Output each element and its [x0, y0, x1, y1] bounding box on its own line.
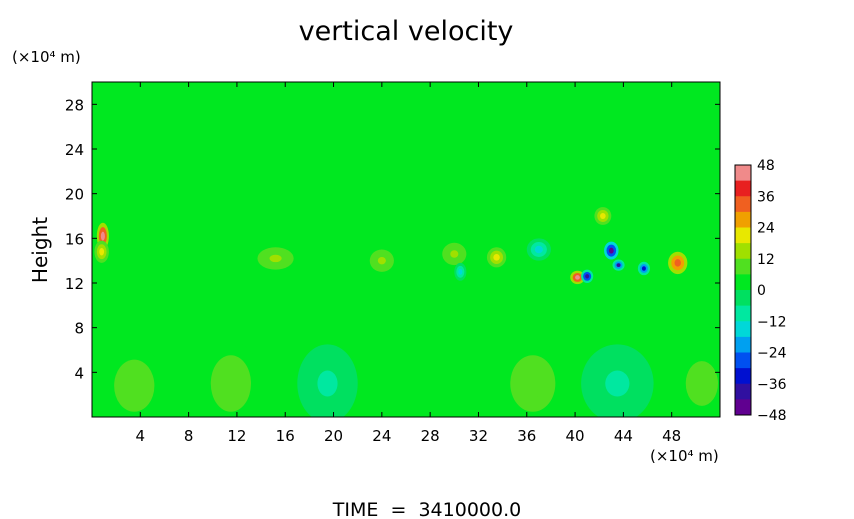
x-axis-unit-label: (×10⁴ m) [650, 447, 719, 465]
x-tick-label: 48 [662, 427, 681, 445]
x-tick-label: 20 [324, 427, 343, 445]
heatmap-cell-1 [99, 248, 105, 256]
colorbar-tick-label: −24 [757, 346, 787, 362]
heatmap-cell-14 [458, 268, 463, 275]
plot-frame [91, 81, 721, 418]
heatmap-cell-13 [534, 245, 543, 254]
x-tick-label: 32 [469, 427, 488, 445]
heatmap-cell-16 [220, 369, 241, 398]
x-tick-label: 4 [136, 427, 146, 445]
y-tick-label: 20 [65, 186, 84, 204]
x-tick-label: 12 [227, 427, 246, 445]
y-tick-label: 28 [65, 96, 84, 114]
colorbar-tick-label: 24 [757, 221, 775, 237]
y-tick-label: 4 [74, 364, 84, 382]
x-tick-label: 16 [276, 427, 295, 445]
colorbar-swatch [735, 196, 751, 213]
heatmap-cell-0 [100, 231, 105, 241]
colorbar: 48 36 24 12 0 −12 −24 −36 −48 [734, 158, 787, 424]
colorbar-tick-label: 0 [757, 283, 766, 299]
heatmap-cell-3 [377, 256, 386, 265]
y-tick-label: 24 [65, 141, 84, 159]
colorbar-tick-label: −12 [757, 314, 787, 330]
heatmap-cell-12 [674, 259, 681, 267]
x-tick-label: 40 [566, 427, 585, 445]
heatmap-cell-17 [317, 370, 338, 397]
colorbar-swatch [735, 243, 751, 260]
x-tick-label: 8 [184, 427, 194, 445]
colorbar-swatch [735, 258, 751, 275]
colorbar-tick-label: −48 [757, 408, 787, 424]
colorbar-tick-label: 36 [757, 189, 775, 205]
colorbar-tick-label: 12 [757, 252, 775, 268]
colorbar-swatch [735, 290, 751, 307]
y-tick-label: 8 [74, 320, 84, 338]
colorbar-swatch [735, 180, 751, 197]
heatmap-cell-2 [269, 254, 282, 263]
heatmap-cell-11 [641, 266, 646, 271]
heatmap-cell-19 [605, 370, 630, 397]
x-tick-label: 44 [614, 427, 633, 445]
colorbar-swatch [735, 211, 751, 228]
heatmap-cell-5 [493, 253, 500, 261]
heatmap-cell-8 [600, 213, 606, 219]
x-axis: 4 8 12 16 20 24 28 32 36 40 44 48 [136, 82, 681, 445]
heatmap-cell-4 [450, 250, 459, 258]
y-axis-label: Height [28, 217, 52, 283]
colorbar-swatch [735, 274, 751, 291]
heatmap-cell-18 [521, 369, 545, 398]
time-readout: TIME = 3410000.0 [332, 499, 521, 519]
colorbar-swatch [735, 165, 751, 182]
heatmap-cell-9 [608, 247, 614, 254]
heatmap-cell-7 [585, 274, 590, 279]
colorbar-swatch [735, 227, 751, 244]
y-axis: 4 8 12 16 20 24 28 [65, 96, 720, 382]
heatmap-cell-15 [124, 372, 145, 399]
colorbar-swatch [735, 368, 751, 385]
y-tick-label: 16 [65, 230, 84, 248]
x-tick-label: 24 [372, 427, 391, 445]
colorbar-swatch [735, 383, 751, 400]
x-tick-label: 36 [517, 427, 536, 445]
colorbar-swatch [735, 399, 751, 416]
heatmap-plot-area [91, 81, 721, 418]
y-tick-label: 12 [65, 275, 84, 293]
chart-title: vertical velocity [299, 16, 514, 47]
y-axis-unit-label: (×10⁴ m) [12, 48, 81, 66]
heatmap-cell-20 [693, 372, 710, 395]
colorbar-tick-label: 48 [757, 158, 775, 174]
colorbar-frame [734, 164, 752, 416]
colorbar-tick-label: −36 [757, 377, 787, 393]
heatmap-cell-6 [575, 275, 580, 280]
colorbar-swatch [735, 336, 751, 353]
colorbar-swatch [735, 352, 751, 369]
heatmap-cell-10 [616, 263, 621, 267]
colorbar-swatch [735, 321, 751, 338]
colorbar-swatch [735, 305, 751, 322]
x-tick-label: 28 [421, 427, 440, 445]
